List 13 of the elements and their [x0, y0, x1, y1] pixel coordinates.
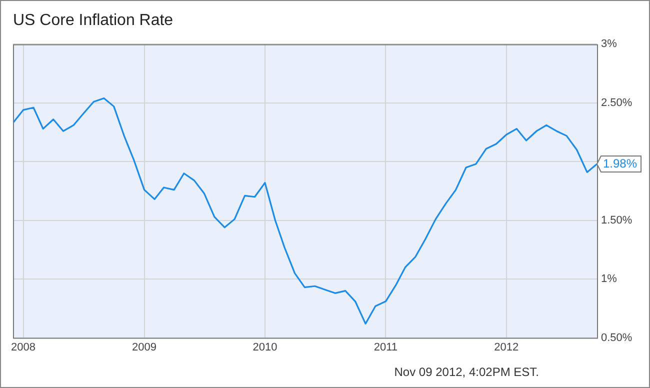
annotation: 1.98%	[603, 156, 638, 170]
x-tick-label: 2010	[252, 341, 278, 354]
text: Nov 09 2012, 4:02PM EST.	[394, 365, 539, 379]
y-tick-label: 0.50%	[601, 332, 632, 344]
chart-title: US Core Inflation Rate	[13, 12, 174, 30]
x-tick-label: 2008	[11, 341, 36, 354]
y-tick-label: 2.50%	[601, 96, 632, 109]
y-tick-label: 1.50%	[601, 214, 632, 226]
x-tick-label: 2009	[132, 341, 157, 354]
y-tick-label: 1%	[601, 273, 618, 286]
x-tick-label: 2012	[494, 341, 519, 354]
y-tick-label: 3%	[601, 38, 618, 50]
x-tick-label: 2011	[374, 341, 398, 354]
